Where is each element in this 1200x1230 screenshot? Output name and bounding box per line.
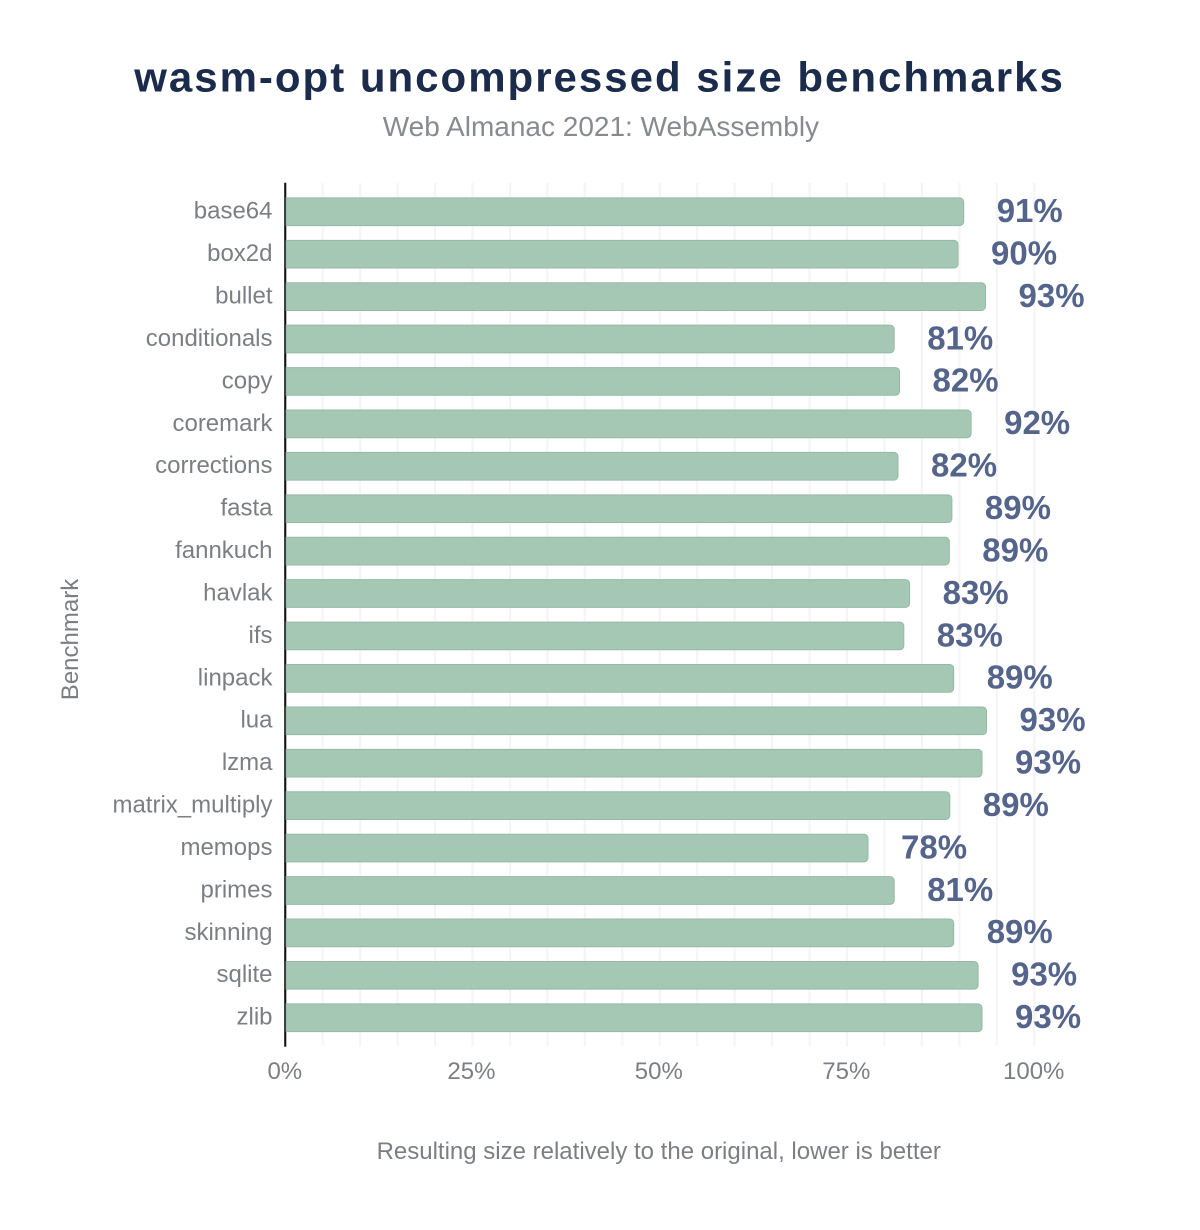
svg-text:81%: 81%	[927, 319, 993, 356]
svg-text:corrections: corrections	[155, 452, 272, 479]
svg-text:box2d: box2d	[207, 240, 272, 267]
svg-text:linpack: linpack	[198, 664, 274, 691]
svg-text:82%: 82%	[931, 447, 997, 484]
svg-text:81%: 81%	[927, 871, 993, 908]
svg-text:memops: memops	[180, 834, 272, 861]
svg-text:lzma: lzma	[222, 749, 273, 776]
svg-text:coremark: coremark	[172, 410, 273, 437]
svg-text:89%: 89%	[987, 659, 1053, 696]
svg-text:93%: 93%	[1019, 277, 1085, 314]
svg-text:100%: 100%	[1003, 1058, 1064, 1085]
svg-text:fasta: fasta	[220, 495, 273, 522]
svg-text:lua: lua	[240, 707, 273, 734]
svg-text:zlib: zlib	[236, 1004, 272, 1031]
svg-text:89%: 89%	[985, 489, 1051, 526]
svg-text:Web Almanac 2021: WebAssembly: Web Almanac 2021: WebAssembly	[383, 111, 819, 142]
svg-text:primes: primes	[200, 876, 272, 903]
svg-text:91%: 91%	[997, 192, 1063, 229]
svg-text:wasm-opt uncompressed size ben: wasm-opt uncompressed size benchmarks	[133, 54, 1065, 101]
svg-text:82%: 82%	[933, 362, 999, 399]
svg-text:93%: 93%	[1020, 701, 1086, 738]
svg-text:90%: 90%	[991, 234, 1057, 271]
svg-text:Resulting size relatively to t: Resulting size relatively to the origina…	[377, 1138, 941, 1165]
svg-text:sqlite: sqlite	[216, 961, 272, 988]
svg-text:0%: 0%	[267, 1058, 302, 1085]
svg-text:89%: 89%	[987, 913, 1053, 950]
svg-text:conditionals: conditionals	[146, 325, 273, 352]
svg-text:bullet: bullet	[215, 282, 273, 309]
svg-text:93%: 93%	[1015, 744, 1081, 781]
svg-text:fannkuch: fannkuch	[175, 537, 272, 564]
svg-text:89%: 89%	[982, 531, 1048, 568]
svg-text:75%: 75%	[822, 1058, 870, 1085]
svg-text:93%: 93%	[1015, 998, 1081, 1035]
svg-text:50%: 50%	[635, 1058, 683, 1085]
svg-text:89%: 89%	[983, 786, 1049, 823]
svg-text:78%: 78%	[901, 828, 967, 865]
svg-text:copy: copy	[222, 367, 273, 394]
svg-text:havlak: havlak	[203, 579, 273, 606]
svg-text:matrix_multiply: matrix_multiply	[112, 792, 272, 819]
svg-text:Benchmark: Benchmark	[57, 578, 84, 700]
svg-text:92%: 92%	[1004, 404, 1070, 441]
svg-text:93%: 93%	[1011, 956, 1077, 993]
svg-text:skinning: skinning	[184, 919, 272, 946]
svg-text:83%: 83%	[943, 574, 1009, 611]
svg-text:ifs: ifs	[249, 622, 273, 649]
svg-text:83%: 83%	[937, 616, 1003, 653]
svg-text:25%: 25%	[447, 1058, 495, 1085]
svg-text:base64: base64	[194, 198, 273, 225]
